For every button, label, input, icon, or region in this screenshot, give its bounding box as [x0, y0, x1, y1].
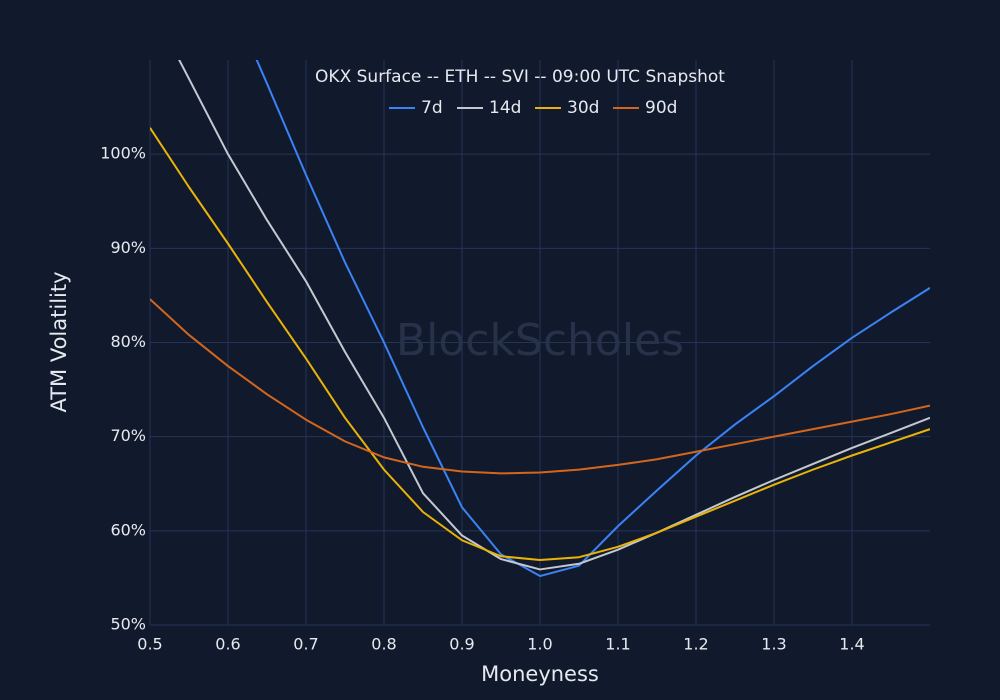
y-tick-label: 50%: [110, 615, 146, 634]
x-tick-label: 1.2: [683, 635, 708, 654]
y-tick-label: 60%: [110, 520, 146, 539]
legend-label: 90d: [645, 98, 677, 118]
x-tick-label: 1.1: [605, 635, 630, 654]
legend-label: 14d: [489, 98, 521, 118]
plot-area: [150, 60, 930, 578]
x-tick-label: 0.6: [215, 635, 240, 654]
line-series: [255, 60, 930, 578]
watermark: BlockScholes: [396, 315, 684, 366]
legend: 7d 14d 30d 90d: [389, 98, 677, 118]
legend-label: 7d: [421, 98, 443, 118]
line-series: [150, 298, 930, 475]
y-tick-label: 100%: [100, 144, 146, 163]
x-tick-label: 0.5: [137, 635, 162, 654]
y-tick-label: 70%: [110, 426, 146, 445]
chart-title: OKX Surface -- ETH -- SVI -- 09:00 UTC S…: [315, 67, 725, 87]
y-tick-label: 90%: [110, 238, 146, 257]
y-axis-title: ATM Volatility: [47, 271, 71, 412]
x-tick-label: 0.9: [449, 635, 474, 654]
legend-label: 30d: [567, 98, 599, 118]
x-tick-label: 0.8: [371, 635, 396, 654]
x-tick-label: 1.4: [839, 635, 864, 654]
x-tick-label: 1.0: [527, 635, 552, 654]
y-tick-label: 80%: [110, 332, 146, 351]
x-tick-label: 0.7: [293, 635, 318, 654]
line-series: [150, 127, 930, 562]
line-series: [178, 60, 930, 571]
x-tick-label: 1.3: [761, 635, 786, 654]
x-axis-title: Moneyness: [481, 662, 599, 686]
